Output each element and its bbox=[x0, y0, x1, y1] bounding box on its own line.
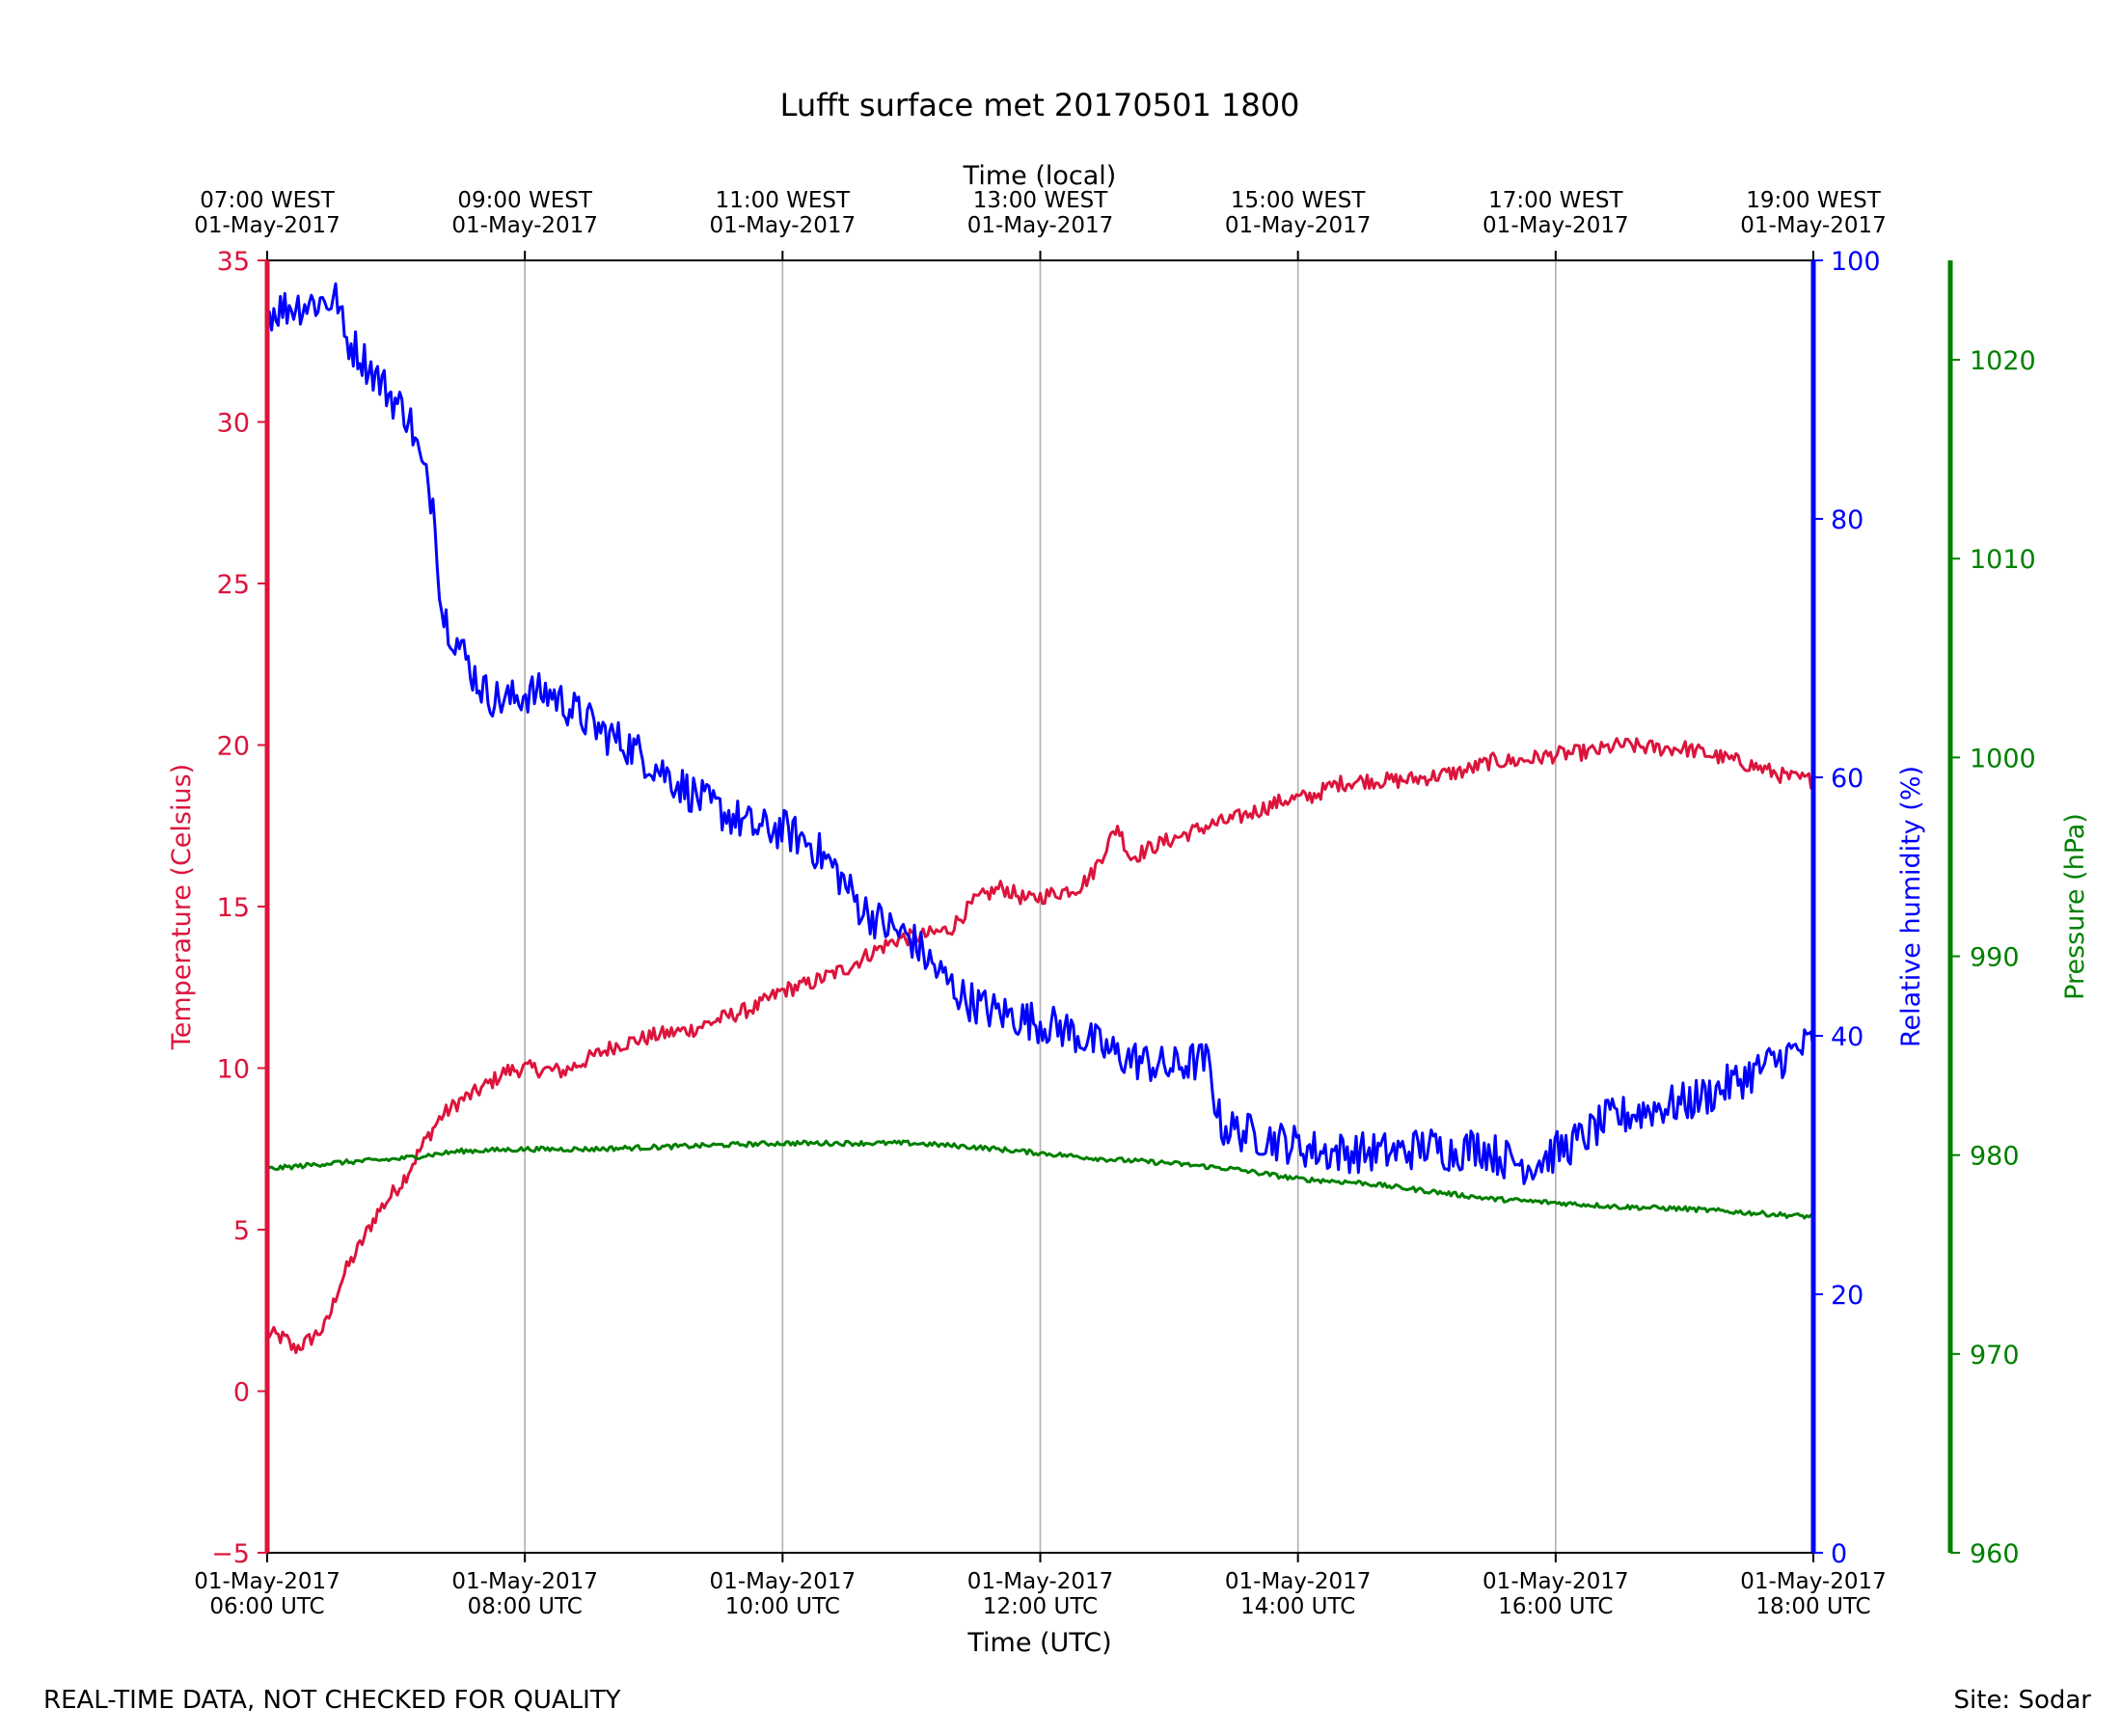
top-tick-time: 11:00 WEST bbox=[716, 188, 851, 213]
temperature-tick-label: 20 bbox=[217, 732, 250, 762]
pressure-tick-label: 980 bbox=[1970, 1142, 2020, 1172]
bottom-tick-date: 01-May-2017 bbox=[710, 1569, 857, 1594]
humidity-tick-label: 0 bbox=[1831, 1539, 1847, 1569]
bottom-tick-time: 10:00 UTC bbox=[725, 1594, 840, 1619]
temperature-tick-label: 25 bbox=[217, 570, 250, 600]
pressure-tick-label: 1020 bbox=[1970, 346, 2036, 376]
pressure-tick-label: 960 bbox=[1970, 1539, 2020, 1569]
temperature-tick-label: 10 bbox=[217, 1055, 250, 1085]
top-tick-date: 01-May-2017 bbox=[1740, 213, 1887, 238]
bottom-tick-date: 01-May-2017 bbox=[451, 1569, 598, 1594]
chart-title: Lufft surface met 20170501 1800 bbox=[780, 87, 1300, 123]
temperature-tick-label: −5 bbox=[211, 1539, 250, 1569]
bottom-axis-label: Time (UTC) bbox=[966, 1628, 1111, 1658]
humidity-axis-label: Relative humidity (%) bbox=[1896, 766, 1926, 1047]
top-tick-date: 01-May-2017 bbox=[194, 213, 340, 238]
bottom-tick-time: 06:00 UTC bbox=[209, 1594, 324, 1619]
pressure-line bbox=[267, 1139, 1815, 1220]
top-tick-time: 15:00 WEST bbox=[1231, 188, 1366, 213]
bottom-tick-time: 16:00 UTC bbox=[1498, 1594, 1613, 1619]
pressure-tick-label: 990 bbox=[1970, 943, 2020, 973]
footer-site-label: Site: Sodar bbox=[1954, 1686, 2092, 1715]
top-tick-time: 09:00 WEST bbox=[457, 188, 592, 213]
axes bbox=[264, 259, 1953, 1554]
bottom-tick-date: 01-May-2017 bbox=[967, 1569, 1114, 1594]
pressure-tick-label: 1000 bbox=[1970, 744, 2036, 773]
temperature-tick-label: 15 bbox=[217, 893, 250, 923]
humidity-tick-label: 60 bbox=[1831, 764, 1864, 794]
bottom-tick-time: 14:00 UTC bbox=[1240, 1594, 1355, 1619]
pressure-axis-label: Pressure (hPa) bbox=[2060, 813, 2090, 1000]
top-tick-time: 19:00 WEST bbox=[1746, 188, 1881, 213]
grid-lines bbox=[524, 260, 1557, 1553]
temperature-tick-label: 5 bbox=[233, 1216, 250, 1246]
bottom-tick-date: 01-May-2017 bbox=[1740, 1569, 1887, 1594]
top-tick-date: 01-May-2017 bbox=[710, 213, 857, 238]
top-tick-date: 01-May-2017 bbox=[1483, 213, 1629, 238]
temperature-tick-label: 30 bbox=[217, 409, 250, 439]
temperature-tick-label: 0 bbox=[233, 1378, 250, 1408]
top-axis-label: Time (local) bbox=[963, 161, 1117, 191]
bottom-tick-time: 12:00 UTC bbox=[983, 1594, 1098, 1619]
top-tick-date: 01-May-2017 bbox=[967, 213, 1114, 238]
temperature-tick-label: 35 bbox=[217, 247, 250, 277]
pressure-tick-label: 970 bbox=[1970, 1341, 2020, 1370]
bottom-tick-date: 01-May-2017 bbox=[1483, 1569, 1629, 1594]
bottom-tick-time: 08:00 UTC bbox=[468, 1594, 583, 1619]
humidity-tick-label: 20 bbox=[1831, 1281, 1864, 1311]
plot-series bbox=[265, 282, 1815, 1355]
temperature-line bbox=[265, 737, 1814, 1355]
top-tick-time: 13:00 WEST bbox=[973, 188, 1108, 213]
humidity-tick-label: 100 bbox=[1831, 247, 1881, 277]
top-tick-time: 17:00 WEST bbox=[1488, 188, 1623, 213]
top-tick-date: 01-May-2017 bbox=[1225, 213, 1372, 238]
bottom-tick-time: 18:00 UTC bbox=[1755, 1594, 1870, 1619]
relative-humidity-line bbox=[266, 282, 1815, 1185]
humidity-tick-label: 40 bbox=[1831, 1022, 1864, 1052]
temperature-axis-label: Temperature (Celsius) bbox=[167, 764, 197, 1050]
bottom-tick-date: 01-May-2017 bbox=[194, 1569, 340, 1594]
pressure-tick-label: 1010 bbox=[1970, 545, 2036, 575]
top-tick-date: 01-May-2017 bbox=[451, 213, 598, 238]
bottom-tick-date: 01-May-2017 bbox=[1225, 1569, 1372, 1594]
footer-quality-note: REAL-TIME DATA, NOT CHECKED FOR QUALITY bbox=[43, 1686, 621, 1715]
top-tick-time: 07:00 WEST bbox=[200, 188, 335, 213]
humidity-tick-label: 80 bbox=[1831, 505, 1864, 535]
